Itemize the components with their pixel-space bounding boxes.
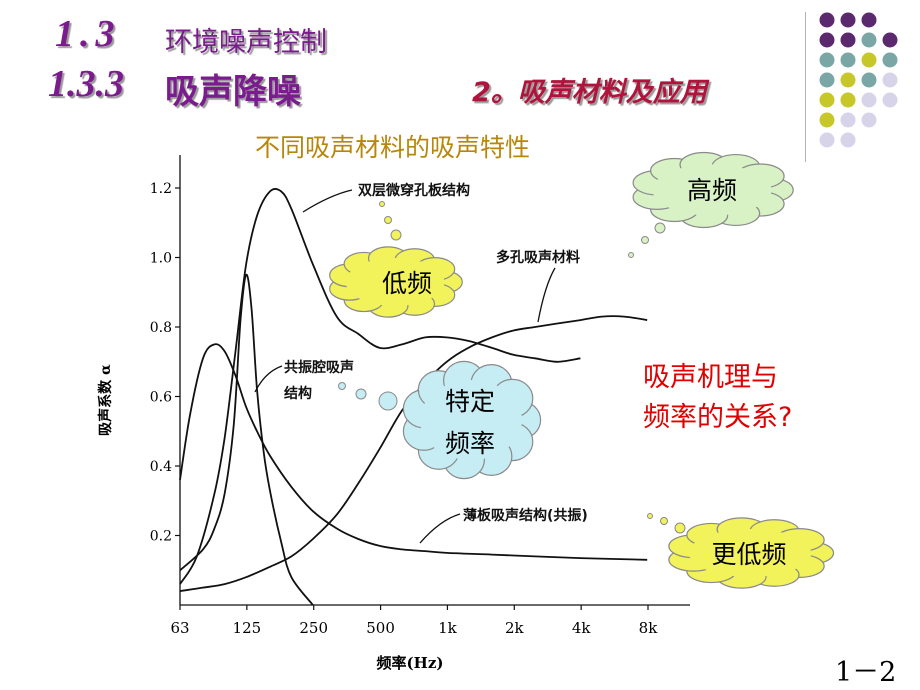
y-axis-label: 吸声系数 α: [97, 364, 114, 436]
mechanism-question-line1: 吸声机理与: [643, 358, 792, 398]
cloud-specific-bubble: [339, 383, 346, 390]
cloud-low-bubble: [391, 230, 401, 240]
x-tick-label: 125: [233, 619, 262, 637]
series-thin-plate: [180, 344, 647, 560]
cloud-lower-bubble: [661, 518, 668, 525]
y-tick-label: 0.2: [150, 529, 172, 545]
cloud-low-bubble: [385, 217, 392, 224]
leader-porous: [538, 268, 555, 322]
leader-resonator: [255, 366, 282, 392]
cloud-high-label: 高频: [687, 176, 737, 205]
annotation-microperforated: 双层微穿孔板结构: [358, 182, 470, 199]
y-tick-label: 0.6: [150, 390, 172, 406]
cloud-specific-frequency: [403, 361, 540, 478]
cloud-high-bubble: [629, 253, 634, 258]
cloud-specific-label-line2: 频率: [445, 429, 495, 458]
mechanism-question: 吸声机理与 频率的关系?: [643, 358, 792, 438]
y-tick-label: 0.4: [150, 459, 172, 475]
x-tick-label: 500: [366, 619, 395, 637]
leader-thin-plate: [420, 514, 460, 543]
x-tick-label: 63: [170, 619, 189, 637]
cloud-high-bubble: [642, 237, 649, 244]
slide-number: 1－2: [835, 650, 896, 689]
cloud-specific-bubble: [379, 392, 397, 410]
x-axis-label: 频率(Hz): [377, 654, 444, 672]
annotation-porous: 多孔吸声材料: [496, 249, 580, 266]
cloud-low-bubble: [380, 202, 385, 207]
x-tick-label: 250: [299, 619, 328, 637]
y-tick-label: 1.2: [150, 181, 172, 197]
cloud-lower-label: 更低频: [711, 540, 786, 569]
annotation-resonator-line2: 结构: [284, 385, 312, 402]
cloud-lower-bubble: [675, 523, 685, 533]
cloud-low-label: 低频: [382, 269, 432, 298]
x-tick-label: 2k: [505, 619, 525, 637]
cloud-lower-bubble: [648, 514, 653, 519]
cloud-high-bubble: [655, 223, 665, 233]
y-tick-label: 0.8: [150, 320, 172, 336]
annotation-resonator-line1: 共振腔吸声: [284, 359, 354, 376]
mechanism-question-line2: 频率的关系?: [643, 398, 792, 438]
x-tick-label: 8k: [639, 619, 659, 637]
y-tick-label: 1.0: [150, 251, 172, 267]
x-tick-label: 1k: [438, 619, 458, 637]
x-tick-label: 4k: [572, 619, 592, 637]
leader-microperforated: [303, 190, 352, 212]
cloud-specific-bubble: [356, 389, 366, 399]
cloud-specific-label-line1: 特定: [445, 387, 495, 416]
annotation-thin-plate: 薄板吸声结构(共振): [463, 507, 588, 524]
